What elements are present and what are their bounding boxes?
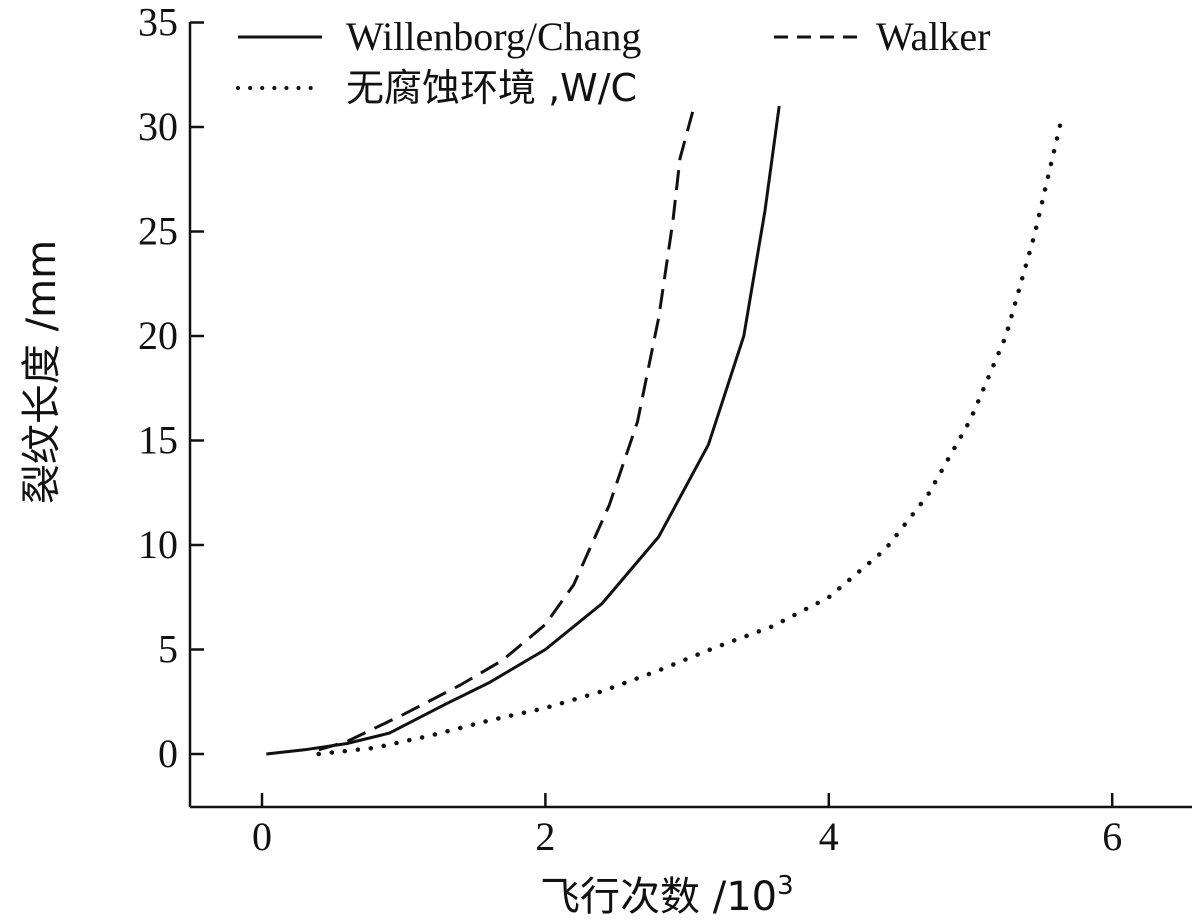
- x-tick-label-0: 0: [252, 814, 272, 859]
- y-tick-label-20: 20: [138, 313, 178, 358]
- series-line-willenborg-chang: [266, 105, 781, 756]
- series-line-walker: [318, 105, 696, 752]
- y-tick-label-35: 35: [138, 0, 178, 45]
- y-tick-label-10: 10: [138, 522, 178, 567]
- y-tick-label-30: 30: [138, 104, 178, 149]
- legend-label-walker: Walker: [876, 14, 991, 59]
- series-layer: [266, 105, 1065, 757]
- y-tick-label-15: 15: [138, 418, 178, 463]
- x-tick-label-6: 6: [1102, 814, 1122, 859]
- x-axis-title-exponent: 3: [777, 871, 794, 901]
- series-line-w-c: [316, 112, 1065, 757]
- legend: Willenborg/Chang Walker 无腐蚀环境 ,W/C: [236, 14, 991, 110]
- ticks-layer: 0 2 4 6 0 5 10 15 20 25 30 35: [138, 0, 1122, 859]
- y-tick-label-0: 0: [158, 731, 178, 776]
- y-tick-label-25: 25: [138, 209, 178, 254]
- axes-layer: [188, 22, 1192, 809]
- x-axis-title-main: 飞行次数 /10: [540, 874, 777, 920]
- x-tick-label-4: 4: [819, 814, 839, 859]
- y-axis-title: 裂纹长度 /mm: [19, 240, 65, 504]
- legend-label-no-corrosion: 无腐蚀环境 ,W/C: [346, 66, 637, 110]
- x-axis-title: 飞行次数 /103: [540, 871, 794, 920]
- y-tick-label-5: 5: [158, 627, 178, 672]
- legend-label-willenborg-chang: Willenborg/Chang: [346, 14, 641, 59]
- x-tick-label-2: 2: [535, 814, 555, 859]
